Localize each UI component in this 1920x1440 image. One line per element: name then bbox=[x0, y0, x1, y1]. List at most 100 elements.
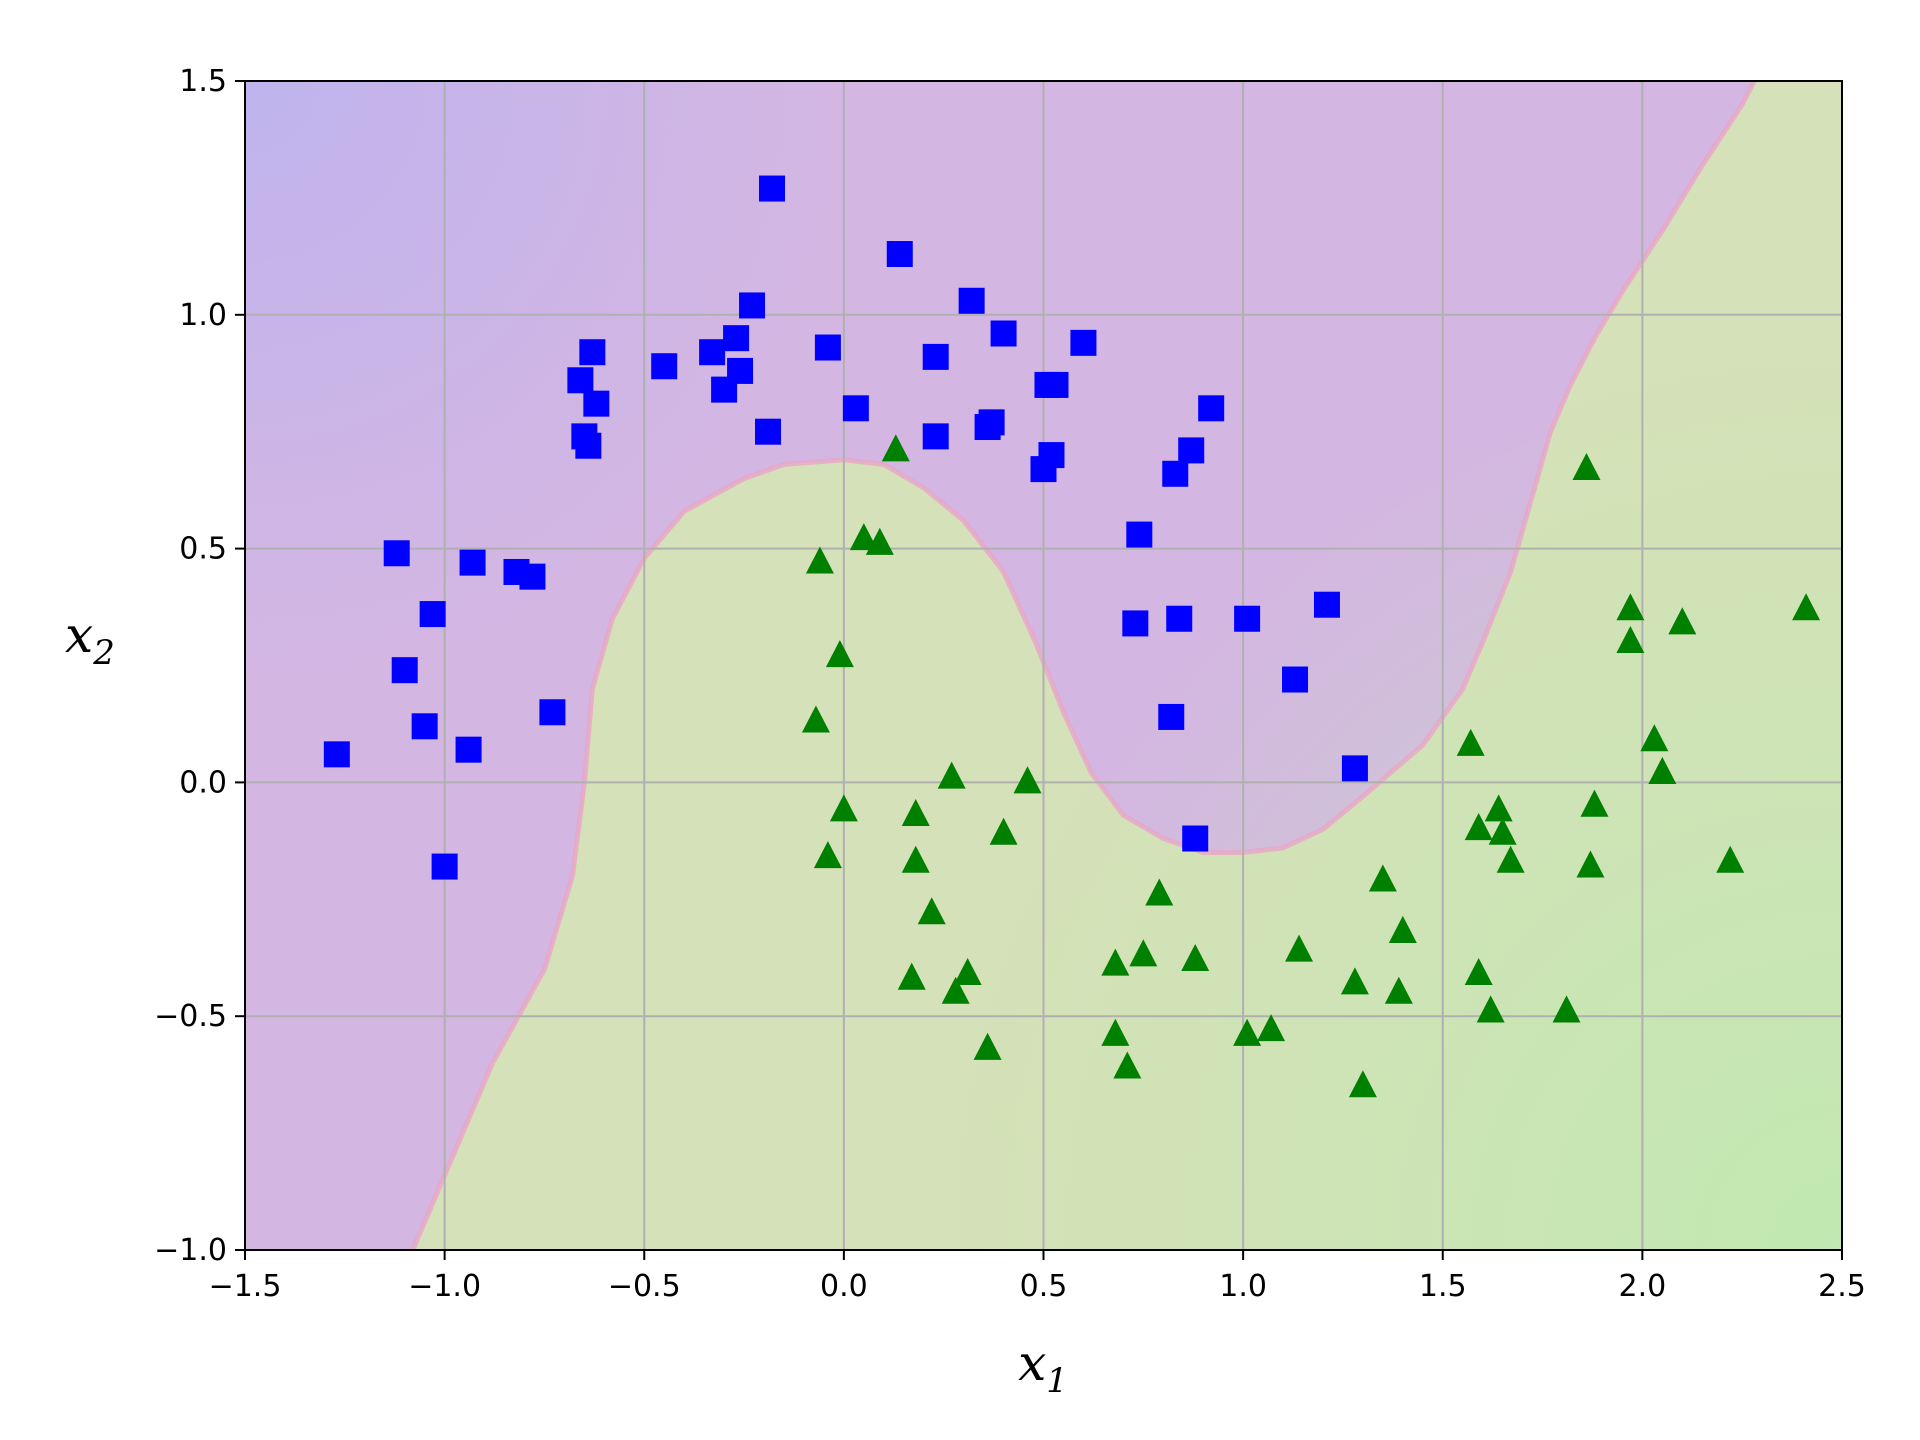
class-0-square-point bbox=[583, 390, 610, 417]
class-1-triangle-point bbox=[1488, 817, 1517, 845]
class-1-triangle-point bbox=[849, 523, 878, 551]
class-1-triangle-point bbox=[1101, 948, 1130, 976]
x-tick-label: 1.5 bbox=[1419, 1269, 1467, 1304]
class-1-triangle-point bbox=[1257, 1014, 1286, 1042]
class-1-triangle-point bbox=[1464, 813, 1493, 841]
class-0-square-point bbox=[1162, 460, 1189, 487]
class-1-triangle-point bbox=[1792, 593, 1821, 621]
class-1-triangle-point bbox=[1013, 766, 1042, 794]
class-0-square-point bbox=[1282, 666, 1309, 693]
class-1-triangle-point bbox=[825, 640, 854, 668]
class-1-triangle-point bbox=[1368, 864, 1397, 892]
class-0-square-point bbox=[723, 325, 750, 352]
class-0-square-point bbox=[1234, 605, 1261, 632]
class-1-triangle-point bbox=[1616, 593, 1645, 621]
x-tick-label: 2.0 bbox=[1619, 1269, 1667, 1304]
class-0-square-point bbox=[1126, 521, 1153, 548]
class-0-square-point bbox=[323, 741, 350, 768]
class-0-square-point bbox=[1178, 437, 1205, 464]
class-1-triangle-point bbox=[805, 546, 834, 574]
class-0-square-point bbox=[579, 339, 606, 366]
class-0-square-point bbox=[459, 549, 486, 576]
class-0-square-point bbox=[699, 339, 726, 366]
class-0-square-point bbox=[1122, 610, 1149, 637]
class-0-square-point bbox=[1166, 605, 1193, 632]
class-0-square-point bbox=[1198, 395, 1225, 422]
class-0-square-point bbox=[755, 418, 782, 445]
class-1-triangle-point bbox=[801, 705, 830, 733]
class-0-square-point bbox=[1182, 825, 1209, 852]
class-1-triangle-point bbox=[901, 799, 930, 827]
x-axis-ticks: −1.5 −1.0 −0.5 0.0 0.5 1.0 1.5 2.0 2.5 bbox=[209, 1250, 1866, 1304]
class-1-triangle-point bbox=[989, 817, 1018, 845]
class-1-triangle-point bbox=[1496, 845, 1525, 873]
class-1-triangle-point bbox=[973, 1032, 1002, 1060]
class-1-triangle-point bbox=[865, 527, 894, 555]
class-1-triangle-point bbox=[941, 976, 970, 1004]
class-1-triangle-point bbox=[1145, 878, 1174, 906]
y-tick-label: 1.5 bbox=[179, 64, 227, 99]
class-0-square-point bbox=[711, 376, 738, 403]
y-axis-ticks: −1.0 −0.5 0.0 0.5 1.0 1.5 bbox=[154, 64, 245, 1268]
class-0-square-point bbox=[842, 395, 869, 422]
y-tick-label: 0.0 bbox=[179, 765, 227, 800]
class-1-triangle-point bbox=[1476, 995, 1505, 1023]
class-0-square-point bbox=[886, 241, 913, 268]
class-1-triangle-point bbox=[829, 794, 858, 822]
class-1-triangle-point bbox=[1576, 850, 1605, 878]
class-1-triangle-point bbox=[917, 897, 946, 925]
y-tick-label: −1.0 bbox=[154, 1233, 227, 1268]
class-1-triangle-point bbox=[1113, 1051, 1142, 1079]
class-0-square-point bbox=[575, 432, 602, 459]
class-0-square-point bbox=[922, 343, 949, 370]
class-0-square-point bbox=[391, 657, 418, 684]
class-0-square-point bbox=[814, 334, 841, 361]
class-0-square-point bbox=[567, 367, 594, 394]
class-1-triangle-point bbox=[1340, 967, 1369, 995]
class-1-triangle-point bbox=[1285, 934, 1314, 962]
class-0-square-point bbox=[1158, 703, 1185, 730]
class-1-triangle-point bbox=[813, 841, 842, 869]
class-1-triangle-point bbox=[897, 962, 926, 990]
x-tick-label: −1.0 bbox=[408, 1269, 481, 1304]
x-tick-label: −1.5 bbox=[209, 1269, 282, 1304]
x-tick-label: 0.0 bbox=[820, 1269, 868, 1304]
class-0-square-point bbox=[519, 563, 546, 590]
class-1-triangle-point bbox=[1668, 607, 1697, 635]
class-1-triangle-point bbox=[1648, 756, 1677, 784]
class-0-square-point bbox=[419, 601, 446, 628]
x-tick-label: 2.5 bbox=[1818, 1269, 1866, 1304]
y-tick-label: −0.5 bbox=[154, 999, 227, 1034]
class-1-triangle-point bbox=[953, 957, 982, 986]
y-tick-label: 0.5 bbox=[179, 532, 227, 567]
class-0-square-point bbox=[759, 175, 786, 202]
class-1-triangle-point bbox=[1181, 943, 1210, 972]
class-1-triangle-point bbox=[937, 761, 966, 789]
y-axis-label: x2 bbox=[65, 606, 115, 673]
class-1-triangle-point bbox=[1101, 1018, 1130, 1046]
class-0-square-point bbox=[1070, 329, 1097, 356]
class-0-square-point bbox=[974, 414, 1001, 441]
class-1-triangle-point bbox=[1716, 845, 1745, 873]
class-0-square-point bbox=[431, 853, 458, 880]
x-axis-label: x1 bbox=[1018, 1334, 1068, 1401]
class-1-triangle-point bbox=[1552, 995, 1581, 1023]
x-tick-label: 0.5 bbox=[1020, 1269, 1068, 1304]
class-0-square-point bbox=[1030, 456, 1057, 483]
class-1-triangle-point bbox=[1456, 728, 1485, 756]
y-tick-label: 1.0 bbox=[179, 298, 227, 333]
class-1-triangle-point bbox=[901, 845, 930, 873]
class-0-square-point bbox=[990, 320, 1017, 347]
class-1-triangle-point bbox=[1464, 957, 1493, 986]
class-0-square-point bbox=[922, 423, 949, 450]
class-0-square-point bbox=[958, 287, 985, 314]
class-1-triangle-point bbox=[1384, 976, 1413, 1004]
class-1-triangle-point bbox=[1572, 452, 1601, 481]
x-tick-label: 1.0 bbox=[1219, 1269, 1267, 1304]
class-0-square-point bbox=[651, 353, 678, 380]
class-0-square-point bbox=[455, 736, 482, 763]
class-1-triangle-point bbox=[1640, 724, 1669, 752]
class-1-triangle-point bbox=[1233, 1018, 1262, 1046]
class-1-triangle-point bbox=[1388, 915, 1417, 943]
